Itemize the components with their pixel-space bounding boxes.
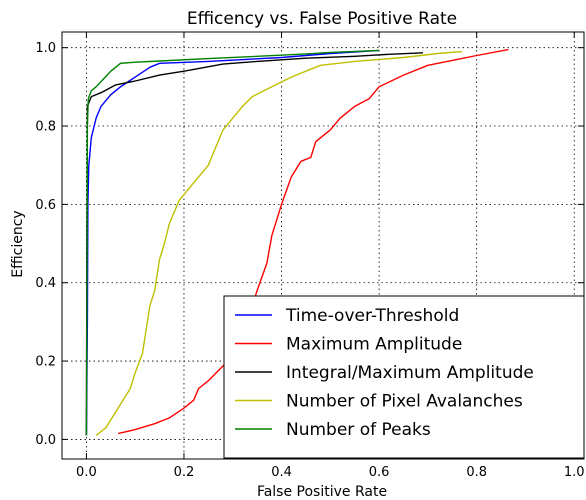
x-tick-label: 1.0 — [564, 465, 585, 480]
legend-box — [223, 295, 585, 459]
y-tick-label: 0.2 — [35, 355, 56, 370]
chart-title: Efficency vs. False Positive Rate — [187, 9, 457, 29]
x-tick-label: 0.6 — [369, 465, 390, 480]
legend-label-maximum-amplitude: Maximum Amplitude — [286, 335, 462, 355]
y-tick-label: 0.8 — [35, 120, 56, 135]
legend-label-time-over-threshold: Time-over-Threshold — [285, 306, 459, 326]
legend-label-integral-maximum-amplitude: Integral/Maximum Amplitude — [286, 363, 534, 383]
series-line-time-over-threshold — [85, 49, 380, 436]
x-tick-label: 0.4 — [271, 465, 292, 480]
series-line-number-of-pixel-avalanches — [95, 50, 463, 437]
axes-frame — [61, 31, 585, 460]
series-line-maximum-amplitude — [117, 48, 509, 435]
legend: Time-over-Threshold Maximum Amplitude Inte… — [223, 295, 585, 459]
y-tick-label: 1.0 — [35, 41, 56, 56]
x-tick-label: 0.0 — [76, 465, 97, 480]
y-axis-title: Efficiency — [10, 210, 26, 277]
x-tick-label: 0.8 — [466, 465, 487, 480]
y-tick-label: 0.4 — [35, 276, 56, 291]
x-axis-title: False Positive Rate — [257, 484, 387, 500]
x-tick-label: 0.2 — [174, 465, 195, 480]
y-tick-label: 0.0 — [35, 433, 56, 448]
legend-label-number-of-pixel-avalanches: Number of Pixel Avalanches — [286, 392, 523, 412]
y-tick-label: 0.6 — [35, 198, 56, 213]
series-line-number-of-peaks — [85, 49, 380, 436]
legend-label-number-of-peaks: Number of Peaks — [286, 420, 431, 440]
